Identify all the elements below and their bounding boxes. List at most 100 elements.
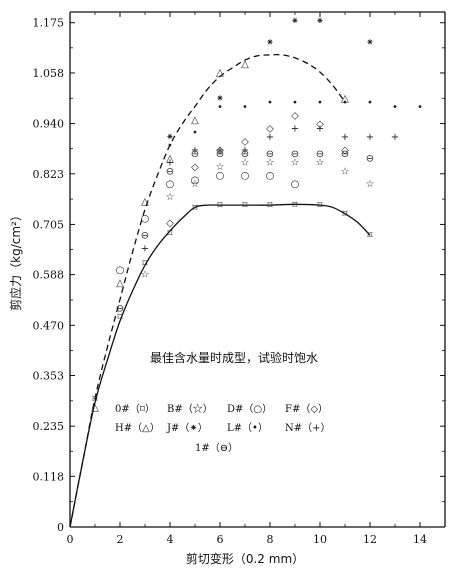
data-point: •: [267, 98, 273, 109]
solid-curve: [69, 203, 371, 528]
data-point: ⊖: [166, 166, 174, 177]
data-point: ⊖: [291, 149, 299, 160]
data-point: +: [141, 244, 149, 255]
data-point: ⊖: [241, 149, 249, 160]
data-point: ⌑: [117, 312, 123, 323]
data-point: ⌑: [242, 201, 248, 212]
legend-item: 0#（⌑）: [115, 403, 155, 415]
data-point: •: [317, 98, 323, 109]
data-point: •: [217, 102, 223, 113]
data-point: △: [166, 153, 174, 164]
x-tick-label: 14: [413, 533, 427, 546]
data-point: +: [341, 132, 349, 143]
legend-label: F#（: [285, 403, 310, 415]
data-point: ⌑: [142, 259, 148, 270]
y-tick-label: 1.175: [33, 17, 65, 30]
data-point: •: [367, 98, 373, 109]
data-point: ○: [216, 171, 225, 182]
data-point: ⌑: [367, 231, 373, 242]
data-point: •: [167, 141, 173, 152]
data-point: +: [191, 145, 199, 156]
data-point: △: [216, 68, 224, 79]
data-point: ☆: [366, 179, 375, 190]
data-point: ⁕: [316, 16, 324, 27]
data-point: ⌑: [317, 201, 323, 212]
legend-label: H#（: [115, 422, 142, 434]
data-point: ⊖: [216, 149, 224, 160]
y-tick-label: 0.588: [33, 269, 65, 282]
y-tick-label: 1.058: [33, 67, 65, 80]
data-point: +: [166, 158, 174, 169]
legend-close: ）: [262, 403, 272, 415]
data-point: ○: [116, 265, 125, 276]
x-tick-label: 12: [363, 533, 377, 546]
data-point: ◇: [191, 162, 199, 173]
legend-symbol: ⌑: [140, 404, 146, 415]
data-point: ⌑: [167, 229, 173, 240]
data-point: ⊖: [366, 153, 374, 164]
legend-symbol: ☆: [193, 403, 203, 415]
legend-symbol: •: [252, 423, 258, 434]
data-point: △: [341, 93, 349, 104]
data-point: △: [91, 402, 99, 413]
y-tick-label: 0.353: [33, 370, 65, 383]
legend-item: 1#（⊖）: [195, 442, 238, 454]
legend-item: H#（△）: [115, 422, 160, 434]
data-point: ⊖: [141, 231, 149, 242]
legend-item: B#（☆）: [167, 403, 213, 415]
data-point: ○: [266, 171, 275, 182]
data-point: ☆: [216, 162, 225, 173]
data-point: ⊖: [341, 149, 349, 160]
data-point: +: [316, 123, 324, 134]
data-point: ⌑: [192, 203, 198, 214]
data-point: △: [141, 196, 149, 207]
legend-label: J#（: [166, 422, 189, 434]
data-point: △: [191, 115, 199, 126]
legend-close: ）: [228, 442, 238, 454]
data-point: ⁕: [366, 38, 374, 49]
data-point: ☆: [166, 192, 175, 203]
legend-close: ）: [318, 403, 328, 415]
data-point: ⊖: [191, 149, 199, 160]
legend-label: 0#（: [115, 403, 140, 415]
data-point: ⊖: [116, 304, 124, 315]
y-tick-label: 0.823: [33, 168, 65, 181]
legend-item: N#（+）: [285, 422, 331, 434]
data-point: ⌑: [292, 200, 298, 211]
y-tick-label: 0.470: [33, 319, 65, 332]
legend-symbol: ○: [253, 404, 262, 415]
legend-close: ）: [321, 422, 331, 434]
x-axis-title: 剪切变形（0.2 mm）: [186, 551, 304, 566]
x-tick-label: 10: [313, 533, 327, 546]
legend-symbol: ⊖: [220, 443, 228, 454]
data-point: +: [366, 132, 374, 143]
x-tick-label: 8: [267, 533, 274, 546]
data-point: •: [342, 98, 348, 109]
data-point: ☆: [341, 166, 350, 177]
y-tick-label: 0.235: [33, 420, 65, 433]
data-point: ○: [291, 179, 300, 190]
data-point: ⊖: [316, 149, 324, 160]
x-tick-label: 2: [117, 533, 124, 546]
data-point: •: [417, 102, 423, 113]
x-tick-label: 6: [217, 533, 224, 546]
legend-label: D#（: [227, 403, 253, 415]
data-point: ⌑: [267, 201, 273, 212]
data-point: +: [241, 145, 249, 156]
legend-label: N#（: [285, 422, 312, 434]
legend-close: ）: [150, 422, 160, 434]
data-point: ☆: [291, 158, 300, 169]
x-tick-label: 0: [67, 533, 74, 546]
data-point: +: [291, 123, 299, 134]
data-point: •: [392, 102, 398, 113]
data-point: +: [391, 132, 399, 143]
data-point: ☆: [241, 158, 250, 169]
legend-item: L#（•）: [227, 422, 268, 434]
data-point: △: [241, 59, 249, 70]
legend-item: F#（◇）: [285, 403, 328, 415]
legend-item: J#（⁕）: [166, 422, 208, 434]
data-point: ○: [141, 214, 150, 225]
data-point: •: [192, 128, 198, 139]
data-point: •: [242, 102, 248, 113]
